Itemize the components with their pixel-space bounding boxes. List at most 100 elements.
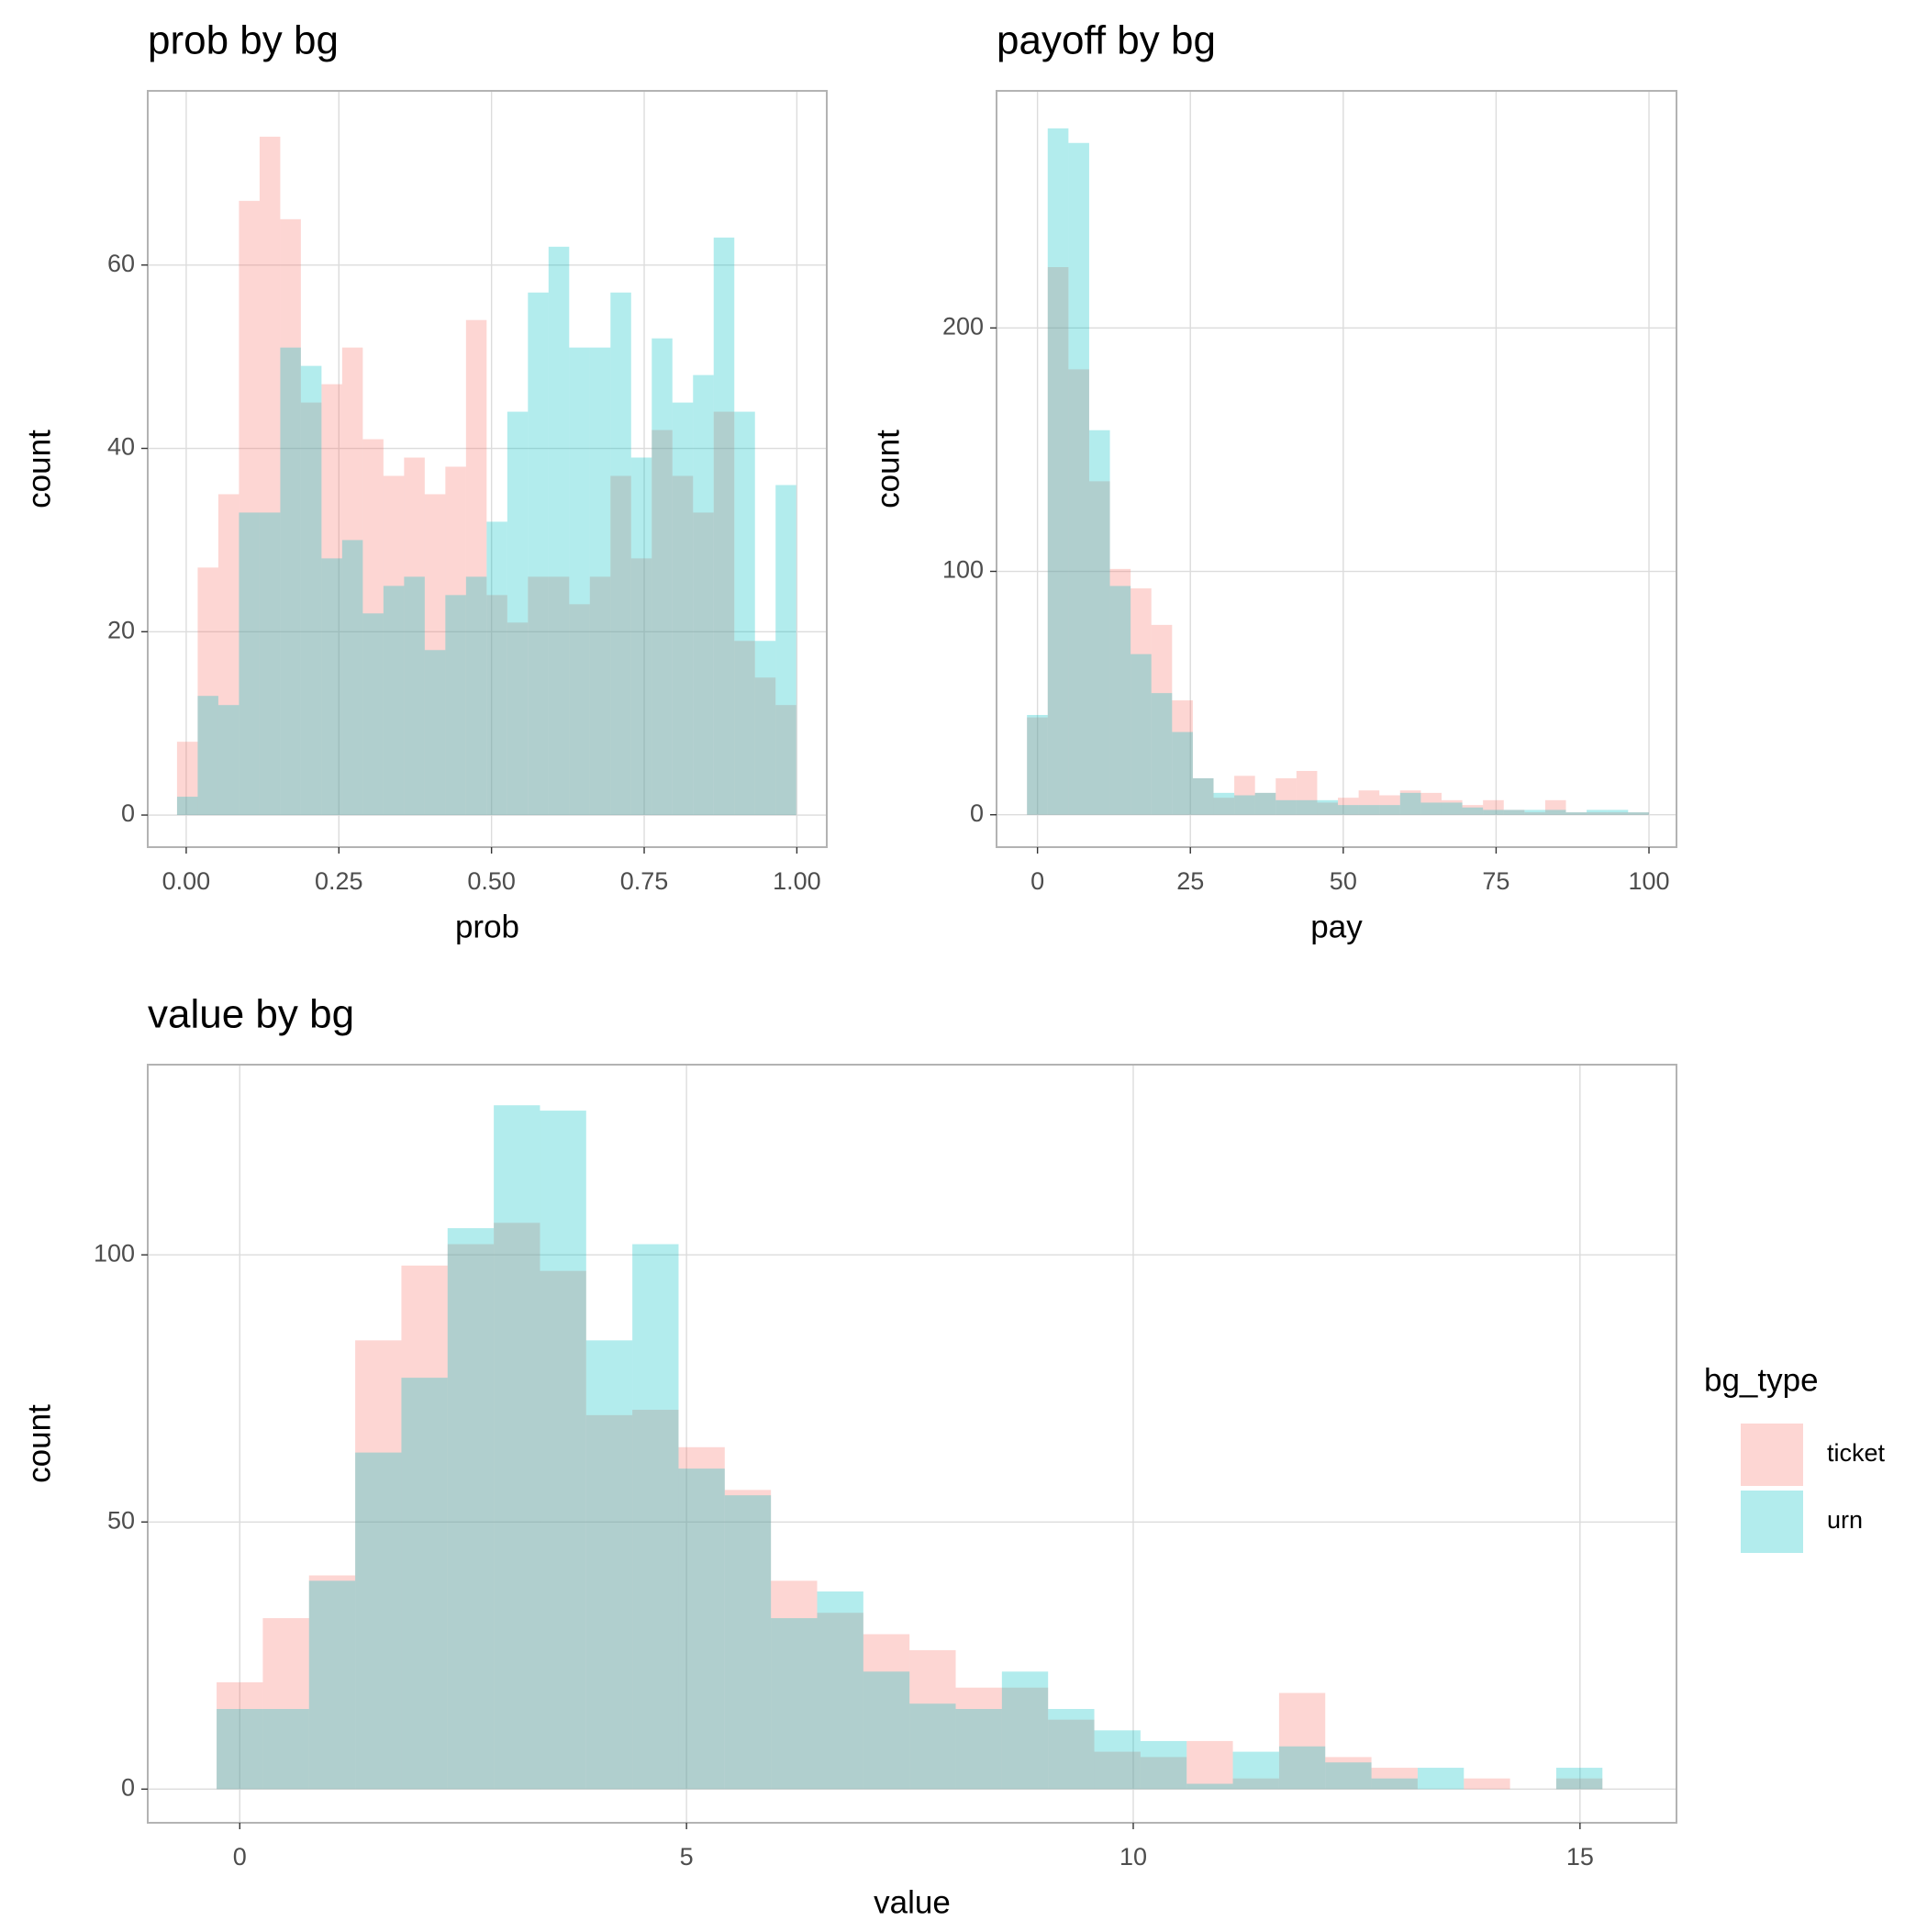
bar (630, 457, 652, 816)
bar (548, 576, 570, 816)
bar (1027, 714, 1048, 815)
bar (1441, 802, 1463, 815)
bar (424, 650, 446, 816)
bar (1483, 799, 1504, 815)
bar (1275, 777, 1297, 815)
bar (401, 1265, 448, 1790)
bar (355, 1340, 402, 1790)
bar (955, 1687, 1002, 1790)
bar (955, 1709, 1002, 1790)
y-tick-label: 40 (107, 433, 135, 461)
bar (1027, 717, 1048, 815)
bar (1192, 777, 1214, 815)
chart-title: prob by bg (148, 18, 339, 63)
bar (771, 1618, 818, 1790)
bar (1254, 792, 1276, 815)
bar (734, 641, 755, 816)
bar (1503, 810, 1525, 815)
bar (754, 641, 776, 816)
y-axis-title: count (870, 430, 906, 508)
bar (217, 705, 239, 816)
bar (540, 1270, 586, 1790)
bar (1278, 1746, 1326, 1790)
bar (1140, 1740, 1187, 1790)
bar (1172, 731, 1193, 815)
y-tick-label: 200 (942, 312, 984, 340)
bar (1338, 798, 1359, 815)
x-tick-label: 0.25 (315, 867, 363, 895)
bar (1379, 805, 1400, 815)
bar (1607, 812, 1629, 815)
bar (1048, 1709, 1095, 1790)
bar (1088, 430, 1110, 815)
x-tick-label: 100 (1628, 867, 1669, 895)
bar (1462, 807, 1484, 815)
bar (1048, 1719, 1095, 1790)
legend-label: urn (1827, 1506, 1863, 1534)
bar (1094, 1751, 1141, 1790)
panel-border (147, 90, 828, 848)
bar (404, 457, 425, 816)
bar (693, 374, 714, 816)
bar (1371, 1778, 1418, 1790)
bar (1047, 267, 1069, 815)
bar (217, 494, 239, 816)
y-tick-label: 50 (107, 1506, 135, 1534)
panel-border (996, 90, 1677, 848)
bar (1254, 792, 1276, 815)
bar (308, 1580, 356, 1790)
bar (1524, 810, 1545, 815)
bar (548, 246, 570, 816)
bar (1151, 693, 1173, 815)
bar (1317, 802, 1339, 815)
bar (1464, 1778, 1510, 1790)
bar (693, 512, 714, 816)
bar (507, 411, 529, 816)
y-axis-title: count (21, 430, 57, 508)
panel-background (148, 1065, 1676, 1823)
bar (678, 1469, 725, 1790)
bar (447, 1228, 495, 1790)
bar (280, 347, 301, 816)
bar (817, 1613, 863, 1790)
bar (321, 558, 342, 816)
panel-background (997, 91, 1676, 847)
x-tick-label: 10 (1119, 1843, 1147, 1871)
bar (909, 1649, 956, 1790)
x-tick-label: 0.50 (467, 867, 516, 895)
bar (1186, 1783, 1233, 1790)
bar (909, 1703, 956, 1790)
bar (1417, 1768, 1465, 1790)
y-tick-label: 0 (121, 1773, 135, 1801)
bar (1628, 812, 1649, 815)
bar (1068, 142, 1089, 815)
chart-title: value by bg (148, 992, 354, 1037)
bar (259, 512, 281, 816)
bar (589, 576, 611, 816)
panel-border (147, 1064, 1677, 1824)
y-tick-label: 100 (942, 556, 984, 584)
bar (1232, 1751, 1279, 1790)
bar (401, 1378, 448, 1790)
bar (817, 1591, 863, 1790)
bar (713, 411, 735, 816)
bar (197, 567, 218, 816)
legend-key (1741, 1491, 1803, 1553)
bar (321, 384, 342, 816)
bar (632, 1244, 679, 1790)
x-axis-title: pay (1310, 909, 1363, 944)
bar (1068, 369, 1089, 815)
x-axis-title: prob (455, 909, 519, 944)
bar (308, 1575, 356, 1790)
bar (1094, 1730, 1141, 1790)
bar (1358, 805, 1380, 815)
bar (383, 586, 405, 816)
bar (445, 466, 466, 816)
bar (569, 347, 590, 816)
bar (1047, 128, 1069, 815)
y-tick-label: 100 (94, 1239, 135, 1267)
bar (447, 1244, 495, 1790)
bar (494, 1105, 540, 1790)
bar (724, 1495, 772, 1790)
panel-background (148, 91, 827, 847)
